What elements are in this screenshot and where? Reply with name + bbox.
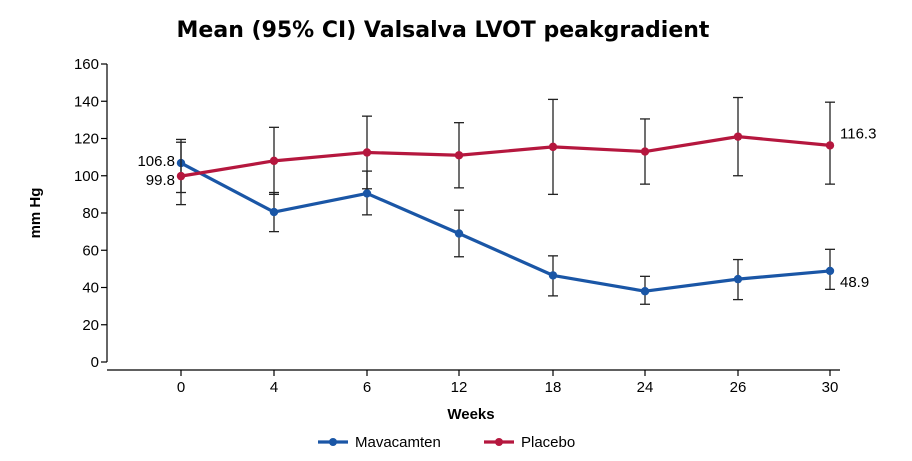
data-point bbox=[733, 132, 743, 141]
data-point bbox=[733, 274, 743, 284]
data-label: 48.9 bbox=[840, 274, 869, 291]
legend-label: Placebo bbox=[521, 434, 575, 451]
legend-item-mavacamten: Mavacamten bbox=[318, 434, 441, 451]
series-mavacamten bbox=[176, 141, 835, 305]
legend-item-placebo: Placebo bbox=[484, 434, 575, 451]
data-point bbox=[548, 142, 558, 152]
y-tick-label: 60 bbox=[82, 242, 99, 259]
x-tick-label: 18 bbox=[545, 379, 562, 396]
x-tick-label: 4 bbox=[270, 379, 278, 396]
data-label: 106.8 bbox=[137, 153, 175, 170]
data-point bbox=[269, 156, 279, 166]
data-label: 116.3 bbox=[840, 125, 876, 142]
axes bbox=[106, 64, 840, 371]
annotations: 106.8 99.8 116.3 48.9 bbox=[137, 125, 876, 291]
data-point bbox=[548, 271, 558, 280]
legend-swatch-marker bbox=[329, 438, 337, 446]
x-axis-label: Weeks bbox=[447, 406, 494, 423]
data-point bbox=[454, 151, 464, 160]
x-tick-label: 30 bbox=[822, 379, 839, 396]
y-tick-label: 80 bbox=[82, 205, 99, 222]
y-tick-label: 140 bbox=[74, 93, 99, 110]
data-point bbox=[269, 207, 279, 217]
x-tick-label: 12 bbox=[451, 379, 468, 396]
x-tick-label: 6 bbox=[363, 379, 371, 396]
series-line bbox=[180, 161, 831, 293]
data-point bbox=[362, 148, 372, 157]
data-point bbox=[825, 141, 835, 150]
legend-label: Mavacamten bbox=[355, 434, 441, 451]
y-tick-label: 160 bbox=[74, 56, 99, 73]
y-tick-label: 40 bbox=[82, 280, 99, 297]
data-point bbox=[176, 171, 186, 181]
y-axis-label: mm Hg bbox=[27, 188, 44, 239]
data-point bbox=[454, 229, 464, 238]
series-placebo bbox=[176, 96, 835, 206]
y-axis-ticks: 0 20 40 60 80 100 120 140 160 bbox=[74, 56, 107, 371]
x-tick-label: 0 bbox=[177, 379, 185, 396]
data-point bbox=[362, 189, 372, 198]
data-point bbox=[640, 147, 650, 156]
y-tick-label: 0 bbox=[91, 354, 99, 371]
data-label: 99.8 bbox=[146, 172, 175, 189]
chart-title: Mean (95% CI) Valsalva LVOT peakgradient bbox=[177, 18, 710, 43]
legend-swatch-marker bbox=[495, 438, 503, 446]
y-tick-label: 120 bbox=[74, 131, 99, 148]
plot-area bbox=[176, 96, 835, 305]
data-point bbox=[640, 287, 650, 296]
series-line bbox=[180, 135, 831, 178]
y-tick-label: 100 bbox=[74, 168, 99, 185]
legend: Mavacamten Placebo bbox=[318, 434, 575, 451]
y-tick-label: 20 bbox=[82, 317, 99, 334]
x-tick-label: 24 bbox=[637, 379, 654, 396]
x-tick-label: 26 bbox=[730, 379, 747, 396]
x-axis-ticks: 0 4 6 12 18 24 26 30 bbox=[177, 370, 839, 396]
data-point bbox=[825, 266, 835, 276]
